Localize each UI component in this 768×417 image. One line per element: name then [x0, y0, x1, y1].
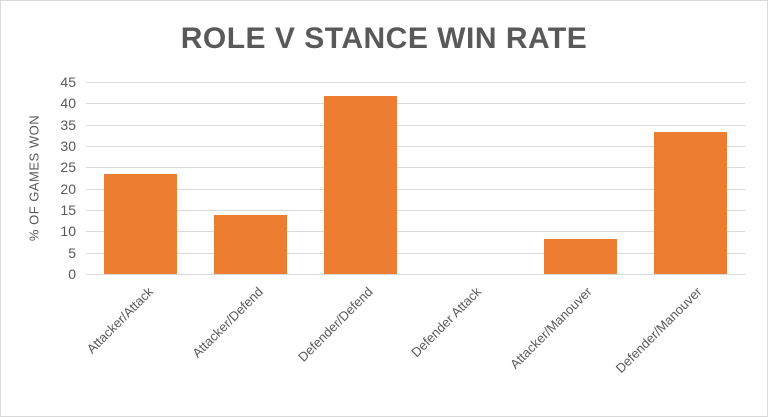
- bar: [543, 238, 617, 274]
- gridline: [86, 82, 745, 83]
- y-tick-label: 35: [60, 116, 76, 133]
- bar: [104, 174, 178, 274]
- gridline: [86, 252, 745, 254]
- gridline: [86, 274, 745, 275]
- y-tick-label: 30: [60, 138, 76, 154]
- gridline: [86, 188, 745, 190]
- y-tick-label: 45: [60, 74, 76, 90]
- bar: [324, 96, 398, 274]
- y-tick-label: 40: [60, 95, 76, 112]
- gridline: [86, 231, 745, 233]
- y-tick-label: 10: [60, 223, 76, 240]
- gridline: [86, 210, 745, 211]
- y-tick-label: 0: [68, 266, 76, 282]
- y-tick-label: 15: [60, 202, 76, 218]
- bar: [653, 131, 727, 274]
- gridline: [86, 124, 745, 126]
- chart-title: ROLE V STANCE WIN RATE: [180, 22, 588, 55]
- gridline: [86, 146, 745, 147]
- y-tick-label: 5: [68, 244, 76, 261]
- y-axis-label: % OF GAMES WON: [26, 114, 42, 242]
- y-tick-label: 25: [60, 159, 76, 176]
- bar: [214, 214, 288, 274]
- gridline: [86, 103, 745, 105]
- gridline: [86, 167, 745, 169]
- y-tick-label: 20: [60, 180, 76, 197]
